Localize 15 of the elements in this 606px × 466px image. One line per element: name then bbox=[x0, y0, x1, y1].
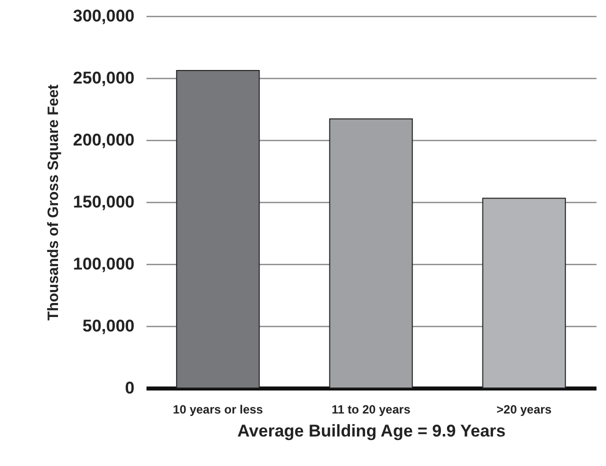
x-tick-label: >20 years bbox=[496, 402, 552, 416]
x-axis-title: Average Building Age = 9.9 Years bbox=[237, 422, 506, 440]
y-tick-label: 100,000 bbox=[73, 254, 134, 274]
bar bbox=[482, 198, 566, 388]
y-tick-label: 0 bbox=[125, 378, 134, 398]
bar bbox=[329, 118, 413, 388]
x-tick-label: 11 to 20 years bbox=[332, 402, 411, 416]
y-tick-label: 300,000 bbox=[73, 6, 134, 26]
y-tick-label: 150,000 bbox=[73, 192, 134, 212]
bar bbox=[176, 70, 260, 388]
y-tick-label: 250,000 bbox=[73, 68, 134, 88]
y-tick-label: 50,000 bbox=[82, 316, 134, 336]
y-tick-label: 200,000 bbox=[73, 130, 134, 150]
x-tick-label: 10 years or less bbox=[172, 402, 264, 416]
y-axis-title: Thousands of Gross Square Feet bbox=[45, 84, 62, 320]
